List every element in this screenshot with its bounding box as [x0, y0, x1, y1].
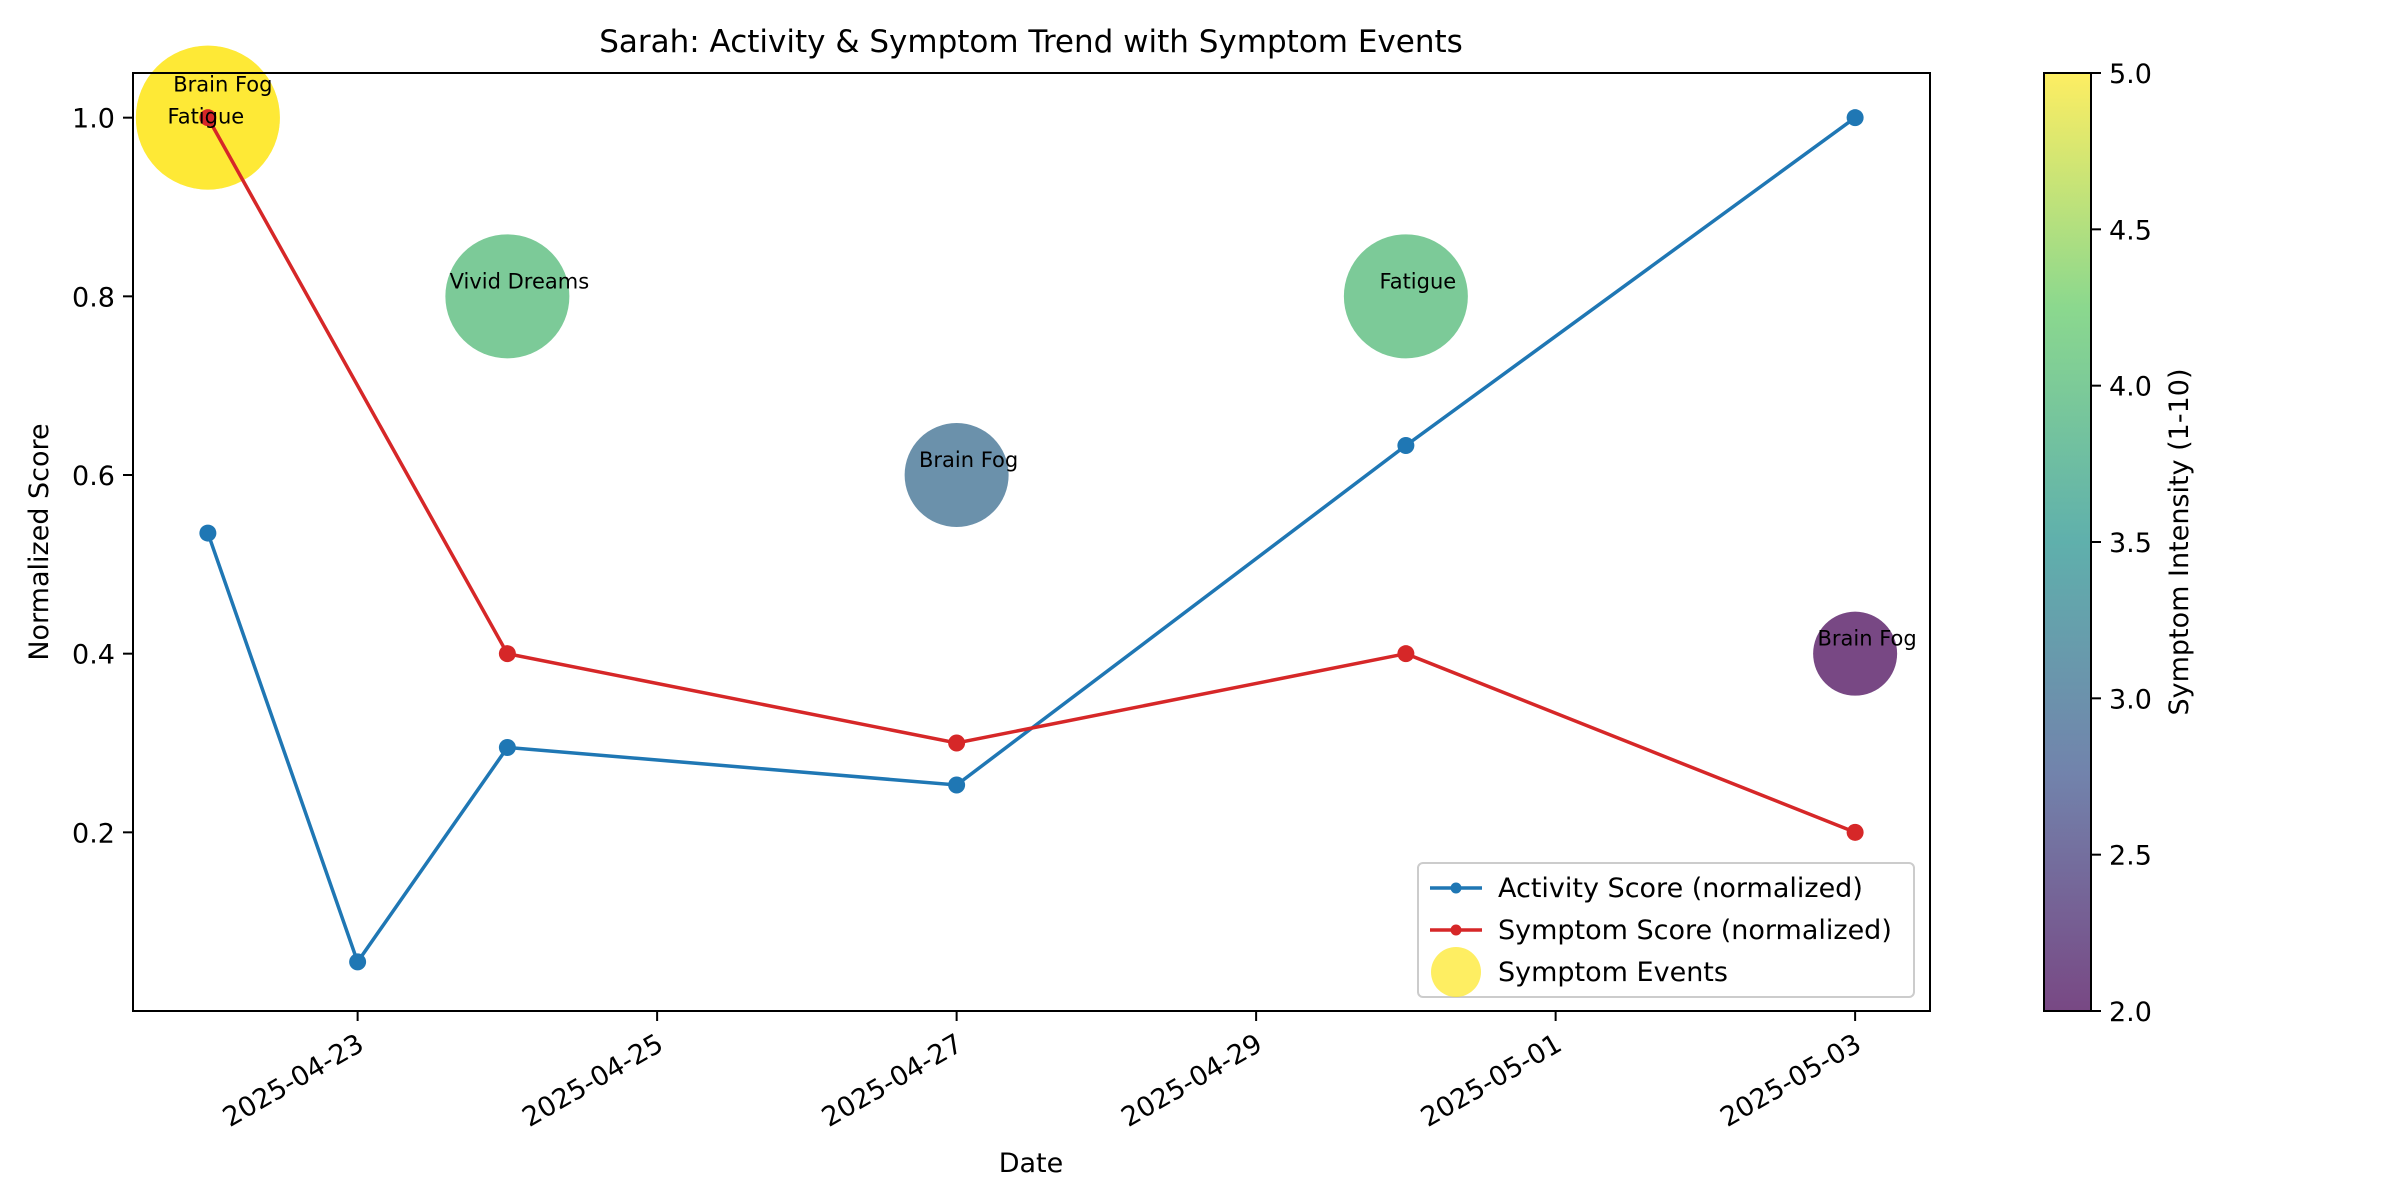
- symptom-point: [1397, 645, 1415, 663]
- symptom-point: [498, 645, 516, 663]
- activity-point: [948, 776, 966, 794]
- event-bubble: [1813, 611, 1898, 696]
- y-tick-label: 0.8: [72, 282, 115, 313]
- colorbar: Symptom Intensity (1-10) 2.0 2.5 3.0 3.5 4.0…: [2043, 59, 2195, 1028]
- activity-point: [1397, 437, 1415, 455]
- event-bubble: [445, 234, 570, 359]
- plot-frame: [132, 72, 1931, 1012]
- series-line-activity: [206, 116, 1857, 966]
- y-tick-label: 0.2: [72, 818, 115, 849]
- x-tick-label: 2025-04-27: [817, 1028, 968, 1133]
- colorbar-tick-label: 3.0: [2109, 684, 2152, 715]
- legend-box: [1417, 862, 1915, 998]
- colorbar-tick-label: 4.5: [2109, 215, 2152, 246]
- activity-point: [1846, 109, 1864, 127]
- event-label: Brain Fog: [1818, 627, 1917, 651]
- colorbar-label: Symptom Intensity (1-10): [2164, 369, 2195, 716]
- legend-label-symptom: Symptom Score (normalized): [1498, 915, 1892, 946]
- event-label: Brain Fog: [173, 73, 272, 97]
- legend-marker-activity: [1450, 882, 1462, 894]
- x-tick-label: 2025-05-03: [1715, 1028, 1866, 1133]
- symptom-point: [948, 734, 966, 752]
- event-label: Fatigue: [1380, 269, 1457, 293]
- colorbar-tick-label: 5.0: [2109, 59, 2152, 90]
- x-axis: 2025-04-23 2025-04-25 2025-04-27 2025-04-29…: [218, 1011, 1867, 1134]
- activity-point: [199, 524, 217, 542]
- symptom-point: [1846, 823, 1864, 841]
- activity-point: [498, 738, 516, 756]
- x-tick-label: 2025-04-29: [1116, 1028, 1267, 1133]
- legend: Activity Score (normalized) Symptom Score…: [1417, 862, 1915, 998]
- x-axis-label: Date: [999, 1148, 1064, 1179]
- series-line-symptom: [206, 116, 1856, 834]
- activity-point: [349, 953, 367, 971]
- y-tick-label: 0.6: [72, 461, 115, 492]
- colorbar-tick-label: 4.0: [2109, 372, 2152, 403]
- legend-label-activity: Activity Score (normalized): [1498, 873, 1863, 904]
- colorbar-tick-label: 2.5: [2109, 841, 2152, 872]
- legend-label-events: Symptom Events: [1498, 957, 1728, 988]
- y-axis: 0.2 0.4 0.6 0.8 1.0: [72, 104, 133, 849]
- event-label: Fatigue: [168, 105, 245, 129]
- legend-marker-symptom: [1450, 924, 1462, 936]
- colorbar-tick-label: 2.0: [2109, 997, 2152, 1028]
- event-label: Brain Fog: [919, 448, 1018, 472]
- event-bubble: [1343, 234, 1468, 359]
- y-tick-label: 0.4: [72, 640, 115, 671]
- x-tick-label: 2025-04-25: [517, 1028, 668, 1133]
- colorbar-tick-label: 3.5: [2109, 528, 2152, 559]
- symptom-point: [199, 109, 217, 127]
- y-tick-label: 1.0: [72, 104, 115, 135]
- colorbar-gradient: [2044, 73, 2091, 1011]
- chart-title: Sarah: Activity & Symptom Trend with Sym…: [599, 24, 1463, 60]
- legend-swatch-events: [1431, 947, 1481, 997]
- y-axis-label: Normalized Score: [24, 423, 55, 660]
- event-label: Vivid Dreams: [450, 269, 590, 293]
- x-tick-label: 2025-04-23: [218, 1028, 369, 1133]
- event-bubble: [904, 423, 1009, 527]
- x-tick-label: 2025-05-01: [1416, 1028, 1567, 1133]
- plot-area: Fatigue Brain Fog Vivid Dreams Brain Fog Fat…: [135, 45, 1917, 971]
